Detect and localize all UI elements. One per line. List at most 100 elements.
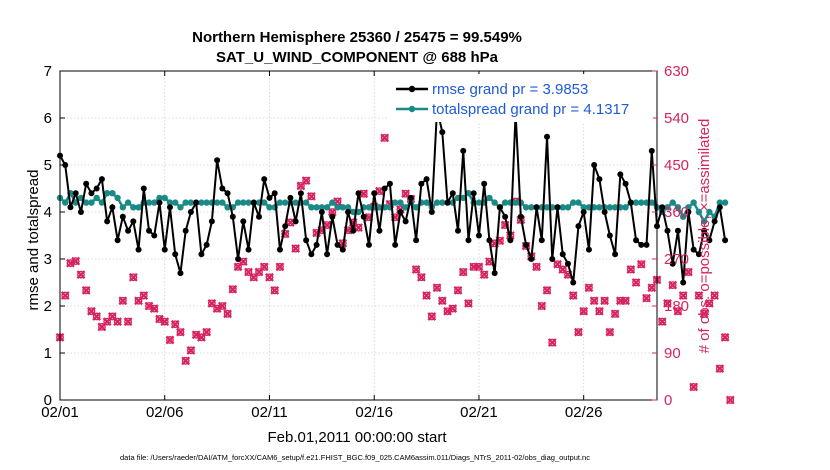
obs-possible-point <box>354 223 363 232</box>
obs-assimilated-point <box>715 364 725 374</box>
obs-assimilated-point <box>443 306 452 316</box>
totalspread-point <box>219 199 226 206</box>
obs-possible-point <box>674 307 682 316</box>
totalspread-point <box>334 204 341 211</box>
rmse-point <box>276 246 283 253</box>
obs-possible-point <box>276 262 284 271</box>
rmse-point <box>62 162 69 168</box>
rmse-point <box>240 218 247 225</box>
rmse-point <box>591 162 598 168</box>
obs-possible-point <box>103 317 112 326</box>
x-tick-label: 02/16 <box>355 404 393 421</box>
right-y-tick-label: 0 <box>664 392 672 409</box>
obs-possible-point <box>401 189 410 198</box>
obs-possible-point <box>207 299 216 308</box>
rmse-point <box>481 180 488 187</box>
totalspread-point <box>103 190 111 197</box>
totalspread-point <box>151 199 158 206</box>
totalspread-point <box>93 194 100 202</box>
obs-possible-point <box>302 176 311 185</box>
obs-possible-point <box>255 268 263 276</box>
totalspread-point <box>365 204 373 211</box>
totalspread-point <box>182 199 189 206</box>
obs-possible-point <box>569 291 578 300</box>
obs-possible-point <box>239 257 248 266</box>
obs-possible-point <box>501 221 510 229</box>
obs-assimilated-point <box>380 133 390 143</box>
rmse-point <box>475 232 482 239</box>
rmse-point <box>324 251 331 258</box>
rmse-point <box>224 190 231 197</box>
obs-assimilated-point <box>631 278 641 287</box>
rmse-point <box>72 190 79 197</box>
totalspread-point <box>302 199 310 206</box>
left-y-tick-label: 1 <box>44 345 52 362</box>
rmse-point <box>360 213 367 220</box>
totalspread-point <box>98 199 106 206</box>
obs-assimilated-point <box>60 291 70 300</box>
totalspread-point <box>339 204 346 211</box>
rmse-point <box>219 185 226 192</box>
obs-possible-point <box>176 328 185 337</box>
obs-possible-point <box>689 383 698 391</box>
obs-possible-point <box>234 262 242 271</box>
obs-assimilated-point <box>668 280 678 290</box>
obs-count-series <box>55 133 735 405</box>
rmse-point <box>250 199 257 206</box>
obs-possible-point <box>726 396 735 404</box>
obs-assimilated-point <box>479 270 489 280</box>
right-y-tick-label: 630 <box>664 63 689 80</box>
totalspread-point <box>266 204 273 211</box>
obs-possible-point <box>626 265 635 274</box>
x-axis-ticks: 02/01 02/06 02/11 02/16 02/21 02/26 <box>41 71 602 421</box>
rmse-point <box>303 237 310 244</box>
obs-assimilated-point <box>574 327 583 337</box>
obs-assimilated-point <box>422 291 431 300</box>
obs-assimilated-point <box>123 317 133 327</box>
obs-possible-point <box>574 328 583 337</box>
rmse-point <box>402 218 409 225</box>
rmse-point <box>161 246 168 253</box>
rmse-point <box>156 199 163 206</box>
rmse-point <box>502 213 509 220</box>
x-tick-label: 02/21 <box>460 404 498 421</box>
obs-assimilated-point <box>212 304 222 313</box>
rmse-point <box>439 129 446 136</box>
rmse-point <box>266 194 273 201</box>
legend-spread-label: totalspread grand pr = 4.1317 <box>432 101 629 118</box>
rmse-point <box>292 218 299 225</box>
rmse-point <box>716 204 723 211</box>
totalspread-point <box>543 204 551 211</box>
obs-assimilated-point <box>217 301 227 311</box>
totalspread-point <box>486 194 493 202</box>
rmse-point <box>664 227 671 234</box>
rmse-point <box>151 232 158 239</box>
rmse-point <box>193 199 200 206</box>
rmse-point <box>208 218 215 225</box>
obs-possible-point <box>585 283 593 292</box>
obs-assimilated-point <box>642 293 651 303</box>
obs-possible-point <box>427 312 436 321</box>
rmse-point <box>376 227 383 234</box>
rmse-point <box>690 246 697 253</box>
obs-assimilated-point <box>202 327 212 337</box>
totalspread-point <box>88 199 95 206</box>
rmse-point <box>570 279 577 286</box>
rmse-point <box>648 147 655 154</box>
obs-assimilated-point <box>725 395 735 405</box>
x-tick-label: 02/26 <box>565 404 603 421</box>
totalspread-point <box>318 204 326 211</box>
totalspread-point <box>522 204 530 211</box>
rmse-point <box>287 194 294 201</box>
obs-possible-point <box>694 291 703 300</box>
totalspread-point <box>323 204 331 211</box>
obs-assimilated-point <box>160 317 170 327</box>
rmse-point <box>140 185 147 192</box>
rmse-point <box>318 209 325 215</box>
obs-assimilated-point <box>589 296 599 306</box>
totalspread-point <box>685 204 692 211</box>
obs-possible-point <box>663 299 672 308</box>
totalspread-point <box>114 194 121 202</box>
rmse-point <box>580 209 587 215</box>
totalspread-point <box>203 199 210 206</box>
